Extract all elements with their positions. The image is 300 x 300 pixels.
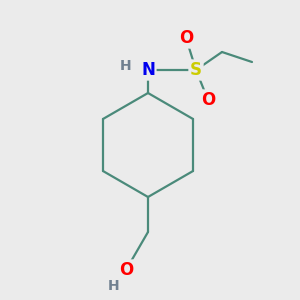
Text: O: O bbox=[119, 261, 133, 279]
Text: N: N bbox=[141, 61, 155, 79]
Text: O: O bbox=[201, 91, 215, 109]
Text: H: H bbox=[108, 279, 120, 293]
Text: S: S bbox=[190, 61, 202, 79]
Text: H: H bbox=[120, 59, 132, 73]
Text: O: O bbox=[179, 29, 193, 47]
